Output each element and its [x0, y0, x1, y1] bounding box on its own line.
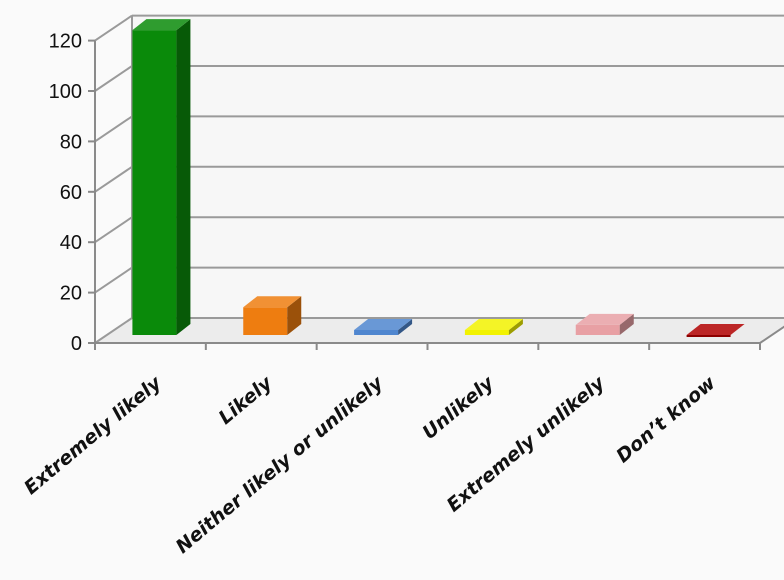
bar-front	[132, 30, 177, 336]
gridline	[94, 165, 784, 193]
grid	[94, 14, 784, 344]
y-tick-label: 120	[49, 31, 82, 53]
gridline	[94, 115, 784, 143]
bar-top	[354, 318, 413, 330]
gridline	[94, 216, 784, 244]
bar-side	[508, 318, 523, 335]
y-axis-ticks: 0 20 40 60 80 100 120	[49, 31, 95, 355]
bar-top	[464, 318, 523, 330]
gridline	[94, 317, 784, 344]
bar-front	[354, 329, 399, 335]
y-tick-label: 0	[71, 333, 82, 355]
floor	[95, 318, 784, 343]
bar	[354, 318, 413, 335]
gridline	[94, 266, 784, 294]
x-category-label: Neither likely or unlikely	[172, 371, 389, 558]
y-tick-label: 20	[60, 283, 82, 305]
y-tick-label: 60	[60, 182, 82, 204]
bar-top	[575, 313, 634, 325]
bar	[132, 19, 191, 336]
x-category-label: Likely	[215, 371, 278, 429]
bar-side	[398, 318, 413, 335]
bars	[132, 19, 745, 337]
bar-side	[619, 313, 634, 335]
y-tick-label: 40	[60, 232, 82, 254]
bar-side	[176, 19, 191, 336]
bar-top	[132, 19, 191, 31]
bar-front	[243, 307, 288, 335]
bar	[686, 324, 745, 337]
x-category-label: Don’t know	[612, 372, 720, 468]
x-category-label: Unlikely	[418, 371, 499, 444]
gridline	[94, 14, 784, 42]
y-tick-label: 80	[60, 131, 82, 153]
bar-front	[686, 335, 731, 337]
bar-side	[287, 296, 302, 335]
bar-front	[575, 324, 620, 335]
bar	[464, 318, 523, 335]
x-category-label: Extremely likely	[20, 371, 167, 499]
bar-top	[243, 296, 302, 308]
bar-front	[464, 329, 509, 335]
bar	[575, 313, 634, 335]
bar-top	[686, 324, 745, 335]
y-tick-label: 100	[49, 81, 82, 103]
bar	[243, 296, 302, 335]
gridline	[94, 65, 784, 92]
